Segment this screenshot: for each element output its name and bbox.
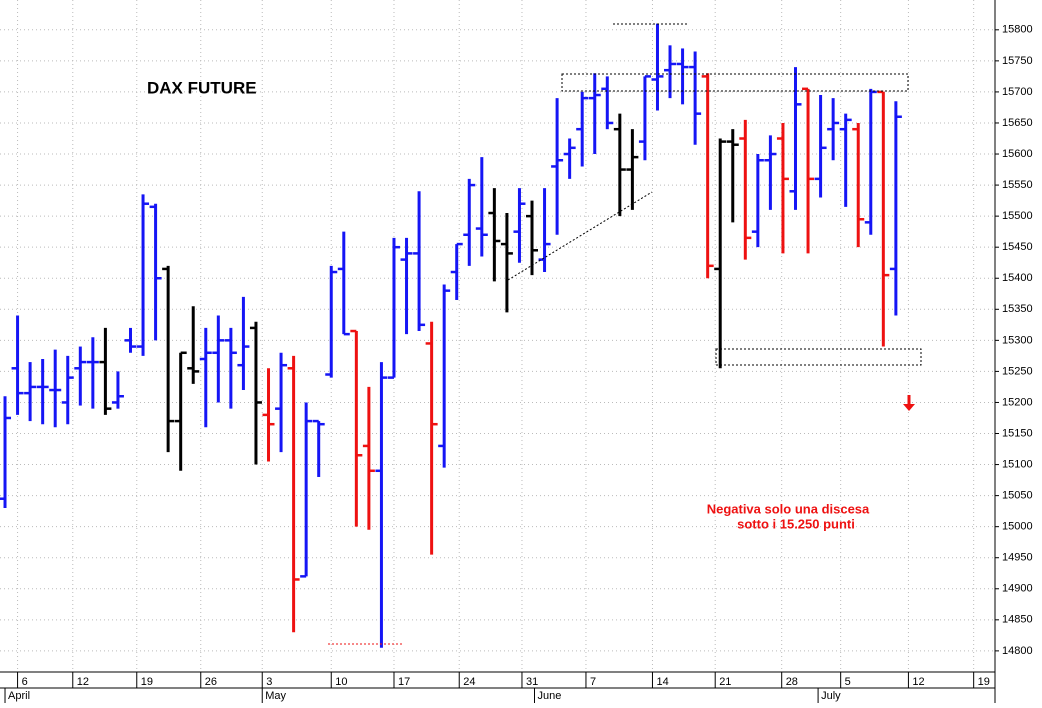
y-tick-label: 15100: [1002, 458, 1033, 470]
x-tick-label: 17: [398, 676, 410, 688]
month-label: May: [265, 690, 286, 702]
x-tick-label: 14: [656, 676, 668, 688]
resistance-box: [561, 73, 909, 92]
chart-title: DAX FUTURE: [147, 78, 257, 97]
x-tick-label: 7: [590, 676, 596, 688]
month-label: June: [538, 690, 562, 702]
y-tick-label: 15800: [1002, 24, 1033, 36]
x-tick-label: 10: [335, 676, 347, 688]
y-tick-label: 15150: [1002, 427, 1033, 439]
arrow-head: [903, 404, 915, 411]
x-tick-label: 3: [266, 676, 272, 688]
x-tick-label: 19: [141, 676, 153, 688]
x-tick-label: 21: [719, 676, 731, 688]
trend-line: [507, 191, 653, 281]
y-tick-label: 15250: [1002, 365, 1033, 377]
arrow: [903, 395, 915, 411]
y-tick-label: 15750: [1002, 55, 1033, 67]
annotation: Negativa solo una discesa: [707, 501, 870, 516]
y-tick-label: 15350: [1002, 303, 1033, 315]
x-tick-label: 28: [786, 676, 798, 688]
support-box: [715, 348, 922, 366]
y-tick-label: 15050: [1002, 490, 1033, 502]
y-tick-label: 15700: [1002, 86, 1033, 98]
x-tick-label: 12: [77, 676, 89, 688]
y-tick-label: 14850: [1002, 614, 1033, 626]
y-tick-label: 15200: [1002, 396, 1033, 408]
y-tick-label: 15500: [1002, 210, 1033, 222]
y-tick-label: 15650: [1002, 117, 1033, 129]
y-tick-label: 15550: [1002, 179, 1033, 191]
x-tick-label: 6: [22, 676, 28, 688]
y-tick-label: 14950: [1002, 552, 1033, 564]
month-label: July: [821, 690, 841, 702]
annotation: sotto i 15.250 punti: [737, 516, 855, 531]
month-label: April: [8, 690, 30, 702]
y-tick-label: 15400: [1002, 272, 1033, 284]
y-tick-label: 15300: [1002, 334, 1033, 346]
pattern-lines: [328, 23, 922, 645]
y-tick-label: 15600: [1002, 148, 1033, 160]
y-tick-label: 15450: [1002, 241, 1033, 253]
y-tick-label: 14800: [1002, 645, 1033, 657]
x-tick-label: 31: [526, 676, 538, 688]
x-tick-label: 26: [205, 676, 217, 688]
y-tick-label: 15000: [1002, 521, 1033, 533]
x-tick-label: 5: [845, 676, 851, 688]
y-tick-label: 14900: [1002, 583, 1033, 595]
x-tick-label: 12: [912, 676, 924, 688]
x-tick-label: 19: [978, 676, 990, 688]
x-tick-label: 24: [463, 676, 475, 688]
